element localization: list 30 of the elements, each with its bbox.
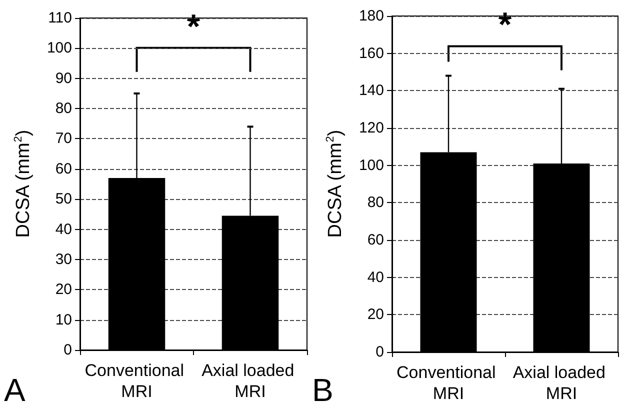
y-tick-label: 20 [367,306,384,324]
x-tick-label: Axial loaded MRI [512,363,610,403]
x-tick-label: Conventional MRI [396,363,500,403]
y-tick-label: 120 [358,120,384,136]
y-tick-label: 10 [55,311,72,328]
y-tick-label: 90 [55,70,72,87]
y-tick-label: 40 [367,268,384,286]
y-tick-label: 80 [55,100,72,118]
y-tick-label: 160 [358,44,384,62]
text: B [312,372,334,408]
y-tick-label: 180 [358,8,384,24]
y-tick-label: 140 [358,82,384,100]
y-tick-label: 30 [55,250,72,268]
x-tick-label: Conventional MRI [84,361,189,401]
y-tick-label: 60 [367,232,384,248]
y-tick-label: 0 [64,342,72,358]
y-tick-label: 100 [358,156,384,174]
y-tick-label: 70 [55,130,72,148]
y-tick-label: 40 [55,220,72,238]
y-tick-label: 20 [55,281,72,298]
y-tick-label: 0 [376,344,384,360]
x-tick-label: Axial loaded MRI [202,361,299,401]
text: A [4,372,26,408]
y-tick-label: 60 [55,160,72,178]
y-tick-label: 100 [46,40,72,57]
y-tick-label: 50 [55,190,72,208]
y-tick-label: 110 [48,10,72,26]
y-axis-title: DCSA (mm2) [324,130,346,238]
y-axis-title: DCSA (mm2) [12,130,34,238]
y-tick-label: 80 [367,194,384,212]
